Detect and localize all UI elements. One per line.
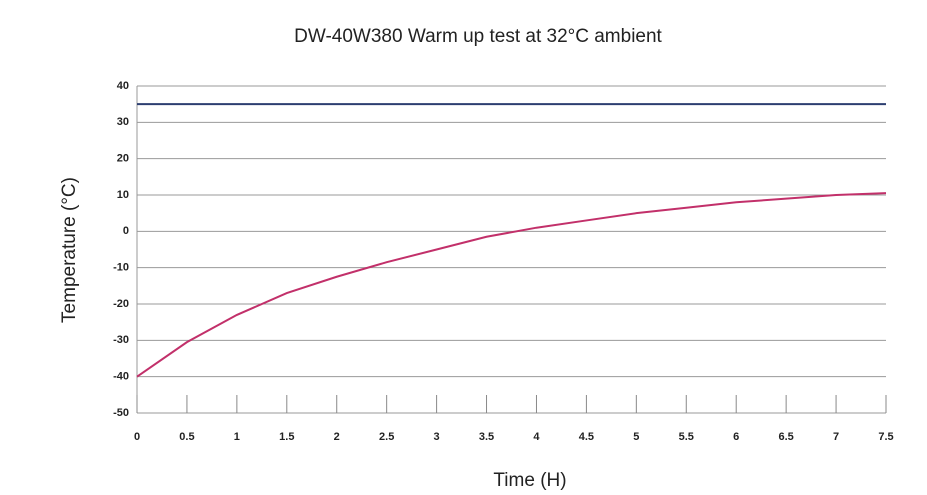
x-tick-label: 7.5 <box>878 431 893 443</box>
x-tick-label: 4 <box>533 431 540 443</box>
y-tick-label: -50 <box>113 407 129 419</box>
chart-title: DW-40W380 Warm up test at 32°C ambient <box>294 26 662 47</box>
line-series <box>136 192 887 378</box>
x-tick-label: 2 <box>334 431 340 443</box>
x-tick-label: 7 <box>833 431 839 443</box>
y-tick-label: -20 <box>113 298 129 310</box>
y-tick-label: 20 <box>117 153 129 165</box>
y-tick-label: 0 <box>123 225 129 237</box>
x-tick-label: 4.5 <box>579 431 594 443</box>
y-tick-label: -30 <box>113 334 129 346</box>
x-tick-label: 1.5 <box>279 431 294 443</box>
y-tick-label: -40 <box>113 371 129 383</box>
y-tick-label: -10 <box>113 262 129 274</box>
x-tick-label: 6 <box>733 431 739 443</box>
y-axis-title: Temperature (°C) <box>59 177 80 323</box>
x-axis-title: Time (H) <box>493 470 566 491</box>
y-tick-label: 30 <box>117 116 129 128</box>
x-tick-label: 3 <box>434 431 440 443</box>
y-tick-label: 10 <box>117 189 129 201</box>
x-tick-label: 1 <box>234 431 240 443</box>
x-tick-label: 0 <box>134 431 140 443</box>
x-tick-label: 5.5 <box>679 431 694 443</box>
y-tick-label: 40 <box>117 80 129 92</box>
x-tick-label: 2.5 <box>379 431 394 443</box>
x-tick-label: 6.5 <box>778 431 793 443</box>
x-tick-label: 5 <box>633 431 639 443</box>
x-tick-label: 3.5 <box>479 431 494 443</box>
x-tick-label: 0.5 <box>179 431 194 443</box>
